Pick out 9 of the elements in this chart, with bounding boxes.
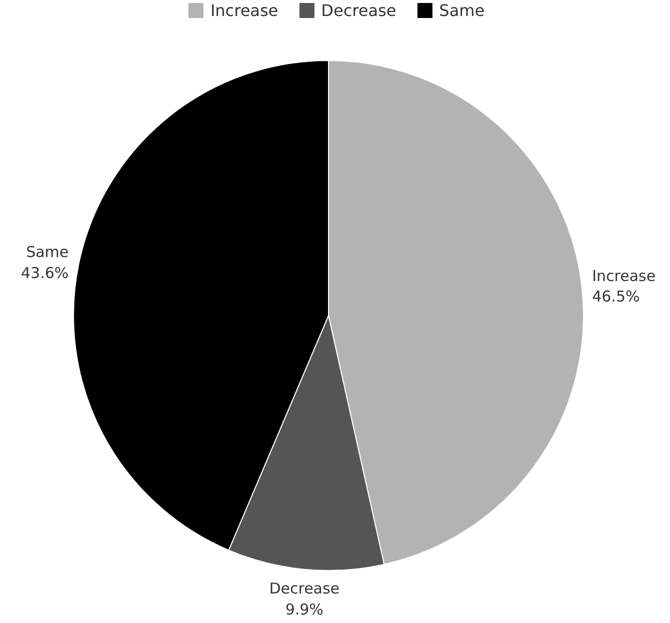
data-label: 43.6%	[20, 264, 69, 282]
data-label: 9.9%	[285, 600, 324, 618]
slice-label: Decrease	[269, 580, 340, 598]
legend-label: Decrease	[321, 0, 396, 20]
legend-label: Same	[439, 0, 485, 20]
data-label: 46.5%	[592, 288, 640, 306]
slice-label: Same	[26, 243, 69, 262]
legend-label: Increase	[210, 0, 278, 20]
slice-label: Increase	[592, 267, 656, 286]
